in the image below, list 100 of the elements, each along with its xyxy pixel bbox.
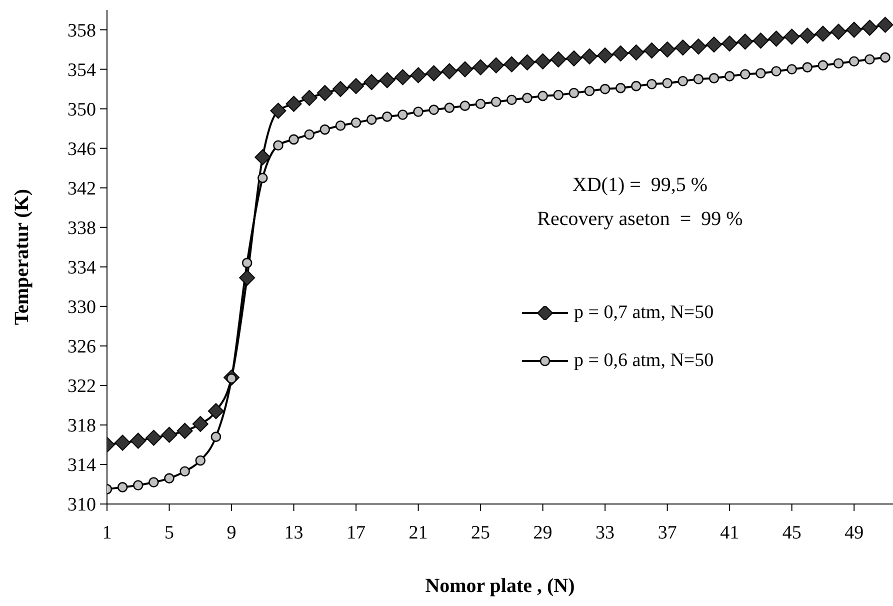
point xyxy=(208,403,224,420)
point xyxy=(242,258,252,268)
point xyxy=(864,54,875,65)
y-tick-label: 354 xyxy=(68,60,96,82)
point xyxy=(426,65,442,82)
point xyxy=(802,62,813,72)
y-tick-label: 310 xyxy=(68,494,96,516)
point xyxy=(784,28,800,45)
annotation: Recovery aseton = 99 % xyxy=(536,208,744,231)
point xyxy=(615,82,626,94)
point xyxy=(192,416,208,432)
x-tick-label: 13 xyxy=(284,522,304,544)
point xyxy=(394,69,411,86)
point xyxy=(771,66,782,76)
legend-label: p = 0,7 atm, N=50 xyxy=(574,302,714,324)
point xyxy=(674,40,691,56)
point xyxy=(830,24,847,40)
y-tick-label: 358 xyxy=(68,20,96,42)
point xyxy=(335,120,346,131)
point xyxy=(460,100,470,111)
point xyxy=(693,74,704,84)
point xyxy=(161,426,178,443)
point xyxy=(862,20,878,36)
point xyxy=(270,102,286,119)
point xyxy=(644,42,660,59)
x-tick-label: 5 xyxy=(164,522,174,544)
point xyxy=(506,94,517,106)
point xyxy=(553,90,564,100)
point xyxy=(428,104,439,115)
point xyxy=(706,36,722,53)
point xyxy=(708,73,720,84)
point xyxy=(768,30,784,47)
x-tick-label: 17 xyxy=(346,522,366,544)
point xyxy=(180,466,190,477)
x-tick-label: 21 xyxy=(408,522,428,544)
point xyxy=(488,57,504,74)
y-axis-title: Temperatur (K) xyxy=(11,188,33,326)
point xyxy=(475,98,486,110)
point xyxy=(584,86,595,96)
point xyxy=(597,47,614,64)
point xyxy=(413,106,424,117)
point xyxy=(786,64,797,74)
point xyxy=(301,90,318,106)
point xyxy=(304,129,314,140)
point xyxy=(273,140,284,151)
point xyxy=(148,477,159,488)
point xyxy=(814,26,831,42)
point xyxy=(566,50,582,66)
y-tick-label: 326 xyxy=(68,336,96,358)
point xyxy=(737,34,754,50)
point xyxy=(441,63,458,80)
x-tick-label: 45 xyxy=(782,522,802,544)
x-tick-label: 29 xyxy=(533,522,552,544)
y-tick-label: 322 xyxy=(68,376,96,398)
point xyxy=(568,88,580,98)
y-tick-label: 318 xyxy=(68,416,96,437)
point xyxy=(114,434,131,451)
point xyxy=(534,53,551,70)
x-axis-title: Nomor plate , (N) xyxy=(425,575,575,597)
point xyxy=(877,16,893,33)
point xyxy=(600,84,610,94)
point xyxy=(117,482,128,492)
point xyxy=(320,124,330,135)
y-tick-label: 314 xyxy=(68,455,96,476)
x-tick-label: 1 xyxy=(102,522,112,544)
x-tick-label: 41 xyxy=(720,522,740,544)
point xyxy=(678,76,688,86)
y-tick-label: 330 xyxy=(68,297,96,318)
x-tick-label: 49 xyxy=(844,522,864,544)
point xyxy=(210,432,222,442)
point xyxy=(522,92,532,104)
point xyxy=(659,42,676,58)
point xyxy=(316,84,333,101)
x-tick-label: 9 xyxy=(226,522,236,544)
point xyxy=(631,80,642,92)
point xyxy=(364,74,380,90)
point xyxy=(130,432,146,449)
point xyxy=(398,110,408,120)
point xyxy=(628,44,644,60)
y-tick-label: 338 xyxy=(68,218,96,240)
x-tick-label: 37 xyxy=(658,522,677,544)
point xyxy=(332,81,348,98)
point xyxy=(724,71,735,82)
legend-label: p = 0,6 atm, N=50 xyxy=(574,350,714,372)
point xyxy=(756,68,766,78)
point xyxy=(288,134,299,145)
point xyxy=(257,172,268,184)
point xyxy=(646,78,657,90)
point xyxy=(146,430,162,446)
point xyxy=(833,58,844,68)
point xyxy=(195,455,206,466)
point xyxy=(176,422,193,439)
point xyxy=(350,117,362,128)
point xyxy=(379,72,396,88)
point xyxy=(504,56,520,72)
point xyxy=(799,28,816,44)
point xyxy=(722,36,738,52)
point xyxy=(550,51,566,68)
annotation: XD(1) = 99,5 % xyxy=(571,174,709,197)
point xyxy=(538,90,548,102)
